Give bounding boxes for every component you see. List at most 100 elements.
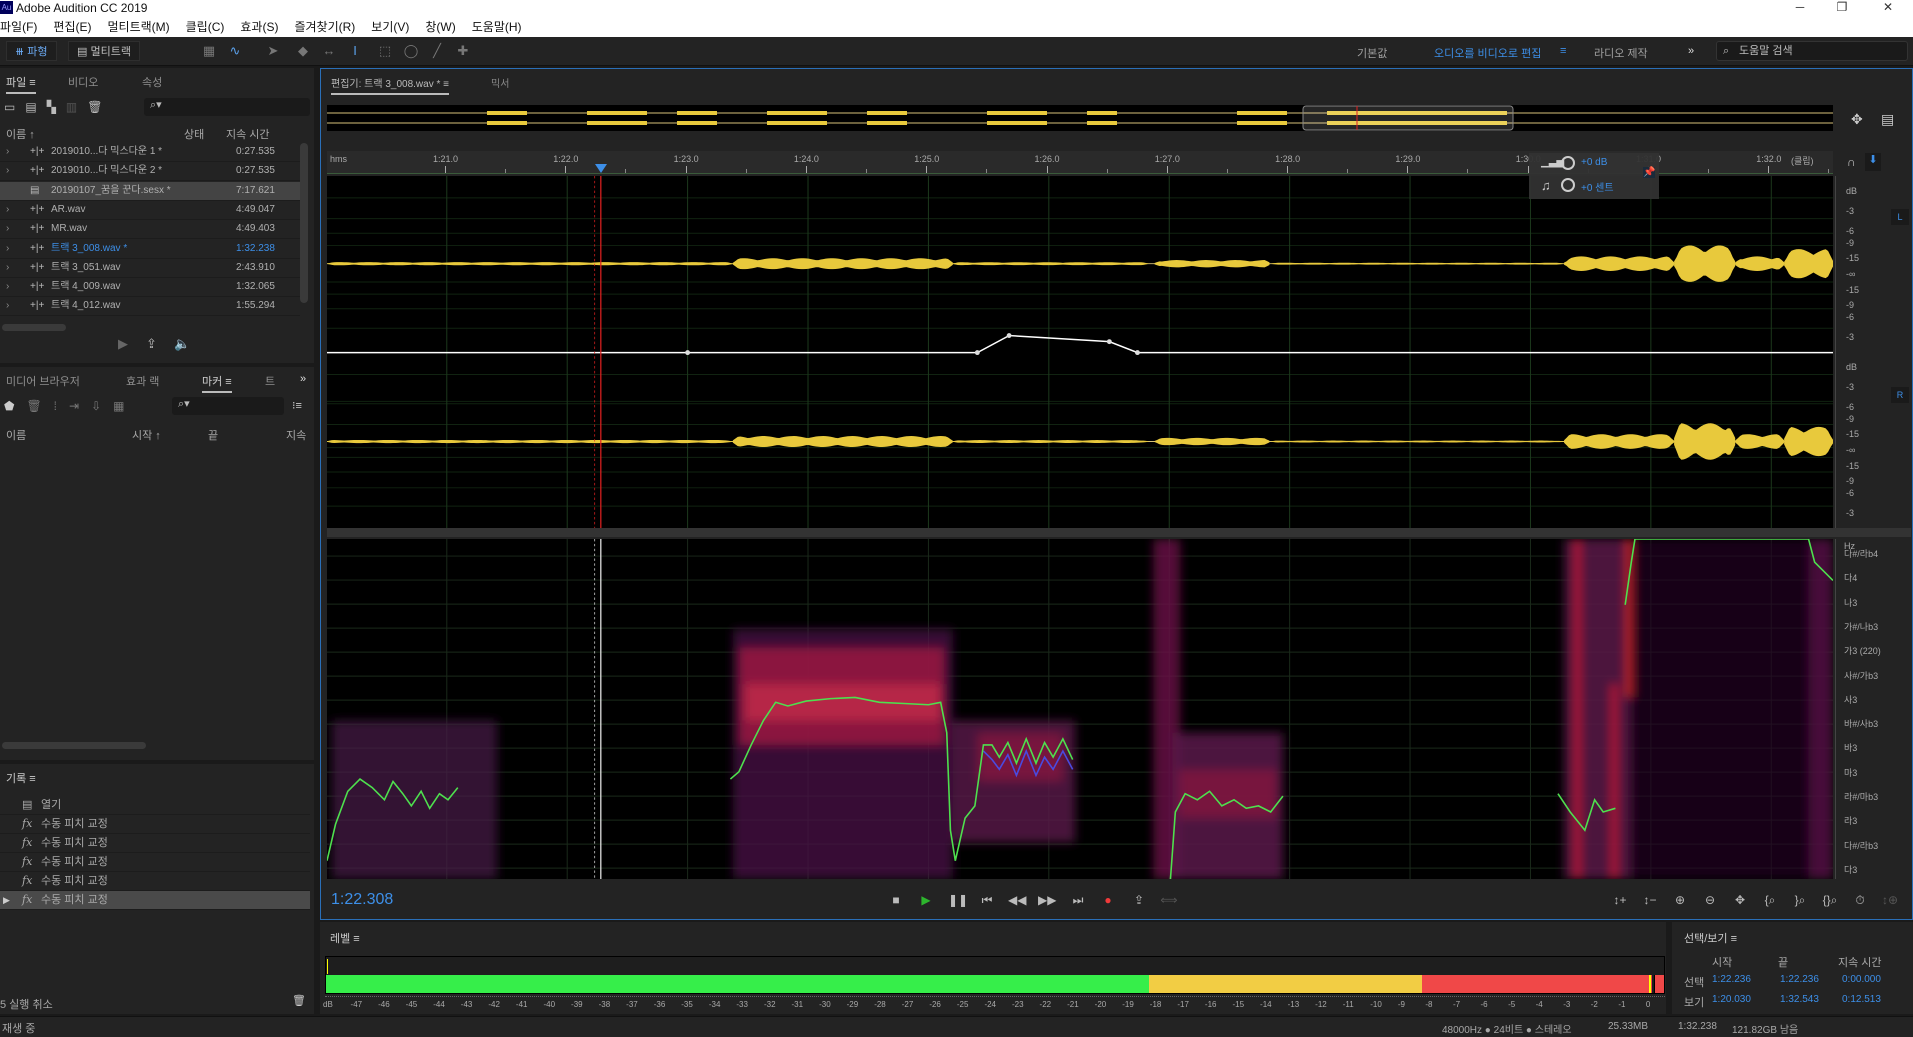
go-to-start-button[interactable]: ⏮ [981,893,993,907]
workspace-more-button[interactable]: » [1688,45,1695,57]
expand-chevron-icon[interactable]: › [6,281,10,293]
move-tool-icon[interactable]: ➤ [267,43,279,58]
column-start[interactable]: 시작 ↑ [132,430,161,442]
menu-favorites[interactable]: 즐겨찾기(R) [294,20,356,34]
zoom-in-point-icon[interactable]: {⌕ [1764,893,1776,907]
db-scale[interactable]: dB -3 -6 -9 -15 -∞ -15 -9 -6 -3 dB -3 -6 -9 -15 -∞ -15 -9… [1835,176,1911,528]
zoom-reset-icon[interactable]: ↕⊕ [1881,893,1899,907]
zoom-out-full-icon[interactable]: ✥ [1734,893,1746,907]
time-ruler[interactable]: hms (클립) 1:21.0 1:22.0 1:23.0 1:24.0 1:25.0 1… [327,151,1833,174]
markers-hscrollbar[interactable] [2,742,146,749]
spectral-pitch-display[interactable] [327,539,1833,879]
menu-window[interactable]: 창(W) [425,20,456,34]
record-button[interactable]: ● [1104,893,1112,907]
column-duration[interactable]: 지속 [286,430,307,442]
file-row[interactable]: › +|+ MR.wav 4:49.403 [0,220,300,240]
restore-button[interactable]: ❐ [1836,0,1848,14]
workspace-radio[interactable]: 라디오 제작 [1594,48,1648,60]
playhead-marker[interactable] [595,164,607,173]
play-preview-icon[interactable]: ▶ [118,336,128,351]
tab-files[interactable]: 파일 ≡ [6,74,36,94]
merge-markers-icon[interactable]: ⁞ [53,399,70,413]
time-selection-tool-icon[interactable]: I [353,43,357,58]
overview-strip[interactable] [327,105,1833,131]
waveform-display-icon[interactable]: ▦ [202,43,216,58]
workspace-default[interactable]: 기본값 [1357,48,1388,60]
tab-effects-rack[interactable]: 효과 랙 [126,376,160,388]
zoom-out-point-icon[interactable]: }⌕ [1794,893,1806,907]
clip-indicator[interactable] [1654,975,1664,993]
waveform-display[interactable] [327,176,1833,528]
column-duration[interactable]: 지속 시간 [226,129,270,141]
column-name[interactable]: 이름 [6,430,27,442]
rewind-button[interactable]: ◀◀ [1008,893,1027,907]
open-file-icon[interactable]: ▭ [4,100,26,114]
play-button[interactable]: ▶ [921,893,931,907]
marker-options-icon[interactable]: ⁝≡ [292,400,302,412]
right-channel-toggle[interactable]: R [1891,387,1909,403]
snap-icon[interactable]: ∩ [1847,155,1856,169]
file-list-scrollbar[interactable] [300,143,308,303]
loop-playback-button[interactable]: ⇪ [1133,893,1145,907]
workspace-menu-icon[interactable]: ≡ [1560,45,1567,57]
add-marker-icon[interactable]: ⬟ [4,399,27,413]
view-duration[interactable]: 0:12.513 [1842,994,1881,1005]
file-row[interactable]: ▤ 20190107_꿈을 꾼다.sesx * 7:17.621 [0,181,300,201]
expand-chevron-icon[interactable]: › [6,203,10,215]
tab-editor[interactable]: 편집기: 트랙 3_008.wav * ≡ [331,75,449,95]
volume-knob[interactable] [1561,156,1575,170]
file-row[interactable]: › +|+ 2019010...다 믹스다운 1 * 0:27.535 [0,143,300,162]
expand-chevron-icon[interactable]: › [6,261,10,273]
history-item[interactable]: fx 수동 피치 교정 [0,853,310,872]
lasso-tool-icon[interactable]: ◯ [403,43,419,58]
razor-tool-icon[interactable]: ◆ [298,43,308,58]
expand-chevron-icon[interactable]: › [6,300,10,312]
view-end[interactable]: 1:32.543 [1780,994,1819,1005]
expand-chevron-icon[interactable]: › [6,165,10,177]
pitch-scale[interactable]: Hz 다#/라b4 다4 나3 가#/나b3 가3 (220) 사#/가b3 사3 바#/사b3… [1835,539,1911,879]
slip-tool-icon[interactable]: ↔ [322,43,336,58]
file-row[interactable]: › +|+ AR.wav 4:49.047 [0,201,300,220]
stop-button[interactable]: ■ [892,893,900,907]
waveform-view-button[interactable]: ⧻ 파형 [6,41,57,61]
zoom-timer-icon[interactable]: ⏱ [1855,893,1865,907]
fast-forward-button[interactable]: ▶▶ [1038,893,1057,907]
pause-button[interactable]: ❚❚ [948,893,969,907]
menu-view[interactable]: 보기(V) [371,20,410,34]
expand-chevron-icon[interactable]: › [6,223,10,235]
column-status[interactable]: 상태 [184,129,205,141]
menu-multitrack[interactable]: 멀티트랙(M) [107,20,170,34]
pitch-knob[interactable] [1561,178,1575,192]
selection-start[interactable]: 1:22.236 [1712,974,1751,985]
expand-chevron-icon[interactable]: › [6,242,10,254]
file-row[interactable]: › +|+ 트랙 3_008.wav * 1:32.238 [0,240,300,259]
left-channel-toggle[interactable]: L [1891,209,1909,225]
history-item[interactable]: fx 수동 피치 교정 [0,815,310,834]
overview-menu-icon[interactable]: ▤ [1881,111,1895,127]
new-file-icon[interactable]: ▚ [46,100,66,114]
export-icon[interactable]: ⇩ [91,399,114,413]
menu-help[interactable]: 도움말(H) [471,20,522,34]
history-item[interactable]: ▶ fx 수동 피치 교정 [0,891,310,910]
column-end[interactable]: 끝 [208,430,219,442]
selection-duration[interactable]: 0:00.000 [1842,974,1881,985]
markers-search-input[interactable]: ⌕▾ [172,397,284,415]
overview-viewport[interactable] [1302,105,1514,131]
auto-play-icon[interactable]: 🔈 [174,336,191,351]
skip-selection-button[interactable]: ⟺ [1160,893,1178,907]
batch-icon[interactable]: ▦ [113,399,137,413]
delete-marker-icon[interactable]: 🗑 [26,399,54,413]
menu-edit[interactable]: 편집(E) [53,20,92,34]
history-item[interactable]: fx 수동 피치 교정 [0,834,310,853]
workspace-edit-audio-to-video[interactable]: 오디오를 비디오로 편집 [1434,48,1542,60]
tab-media-browser[interactable]: 미디어 브라우저 [6,376,80,388]
files-search-input[interactable]: ⌕▾ [144,98,310,116]
marquee-tool-icon[interactable]: ⬚ [378,43,392,58]
zoom-in-amplitude-icon[interactable]: ↕+ [1613,893,1627,907]
file-row[interactable]: › +|+ 2019010...다 믹스다운 2 * 0:27.535 [0,162,300,182]
column-name[interactable]: 이름 ↑ [6,129,35,141]
minimize-button[interactable]: ─ [1795,0,1805,14]
menu-file[interactable]: 파일(F) [0,20,38,34]
zoom-sync-icon[interactable]: ✥ [1851,111,1863,127]
spectral-divider[interactable] [327,528,1911,537]
